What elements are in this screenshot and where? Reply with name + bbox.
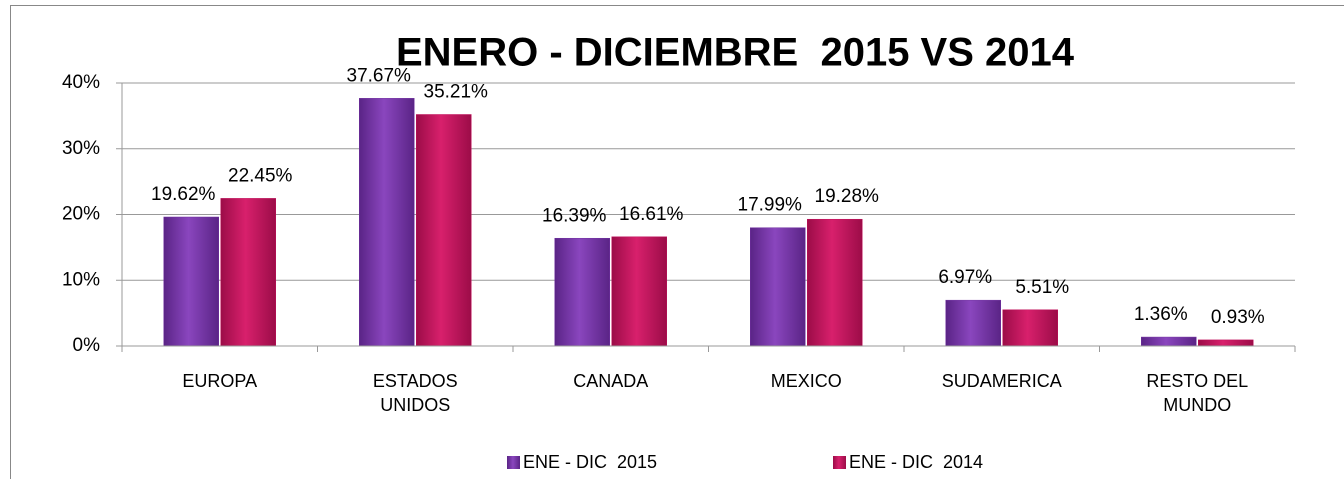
frame: [10, 5, 1344, 479]
bar: [807, 218, 863, 347]
bar: [611, 236, 667, 347]
value-label: 16.39%: [542, 205, 607, 226]
value-label: 5.51%: [1015, 277, 1069, 298]
value-label: 22.45%: [228, 165, 293, 186]
bar: [554, 237, 610, 347]
y-tick-label: 30%: [62, 138, 100, 159]
x-tick-label: SUDAMERICA: [941, 371, 1062, 391]
value-label: 1.36%: [1134, 304, 1188, 325]
bar: [359, 98, 415, 347]
bar: [416, 114, 472, 347]
bar: [945, 299, 1001, 347]
value-label: 0.93%: [1211, 307, 1265, 328]
value-label: 16.61%: [619, 204, 684, 225]
legend-label: ENE - DIC 2015: [523, 452, 657, 472]
bar: [1002, 309, 1058, 347]
value-label: 37.67%: [347, 65, 412, 86]
x-tick-label: ESTADOS UNIDOS: [372, 371, 458, 415]
bar: [163, 216, 219, 347]
y-tick-label: 20%: [62, 204, 100, 225]
x-tick-label: EUROPA: [182, 371, 258, 391]
value-label: 35.21%: [424, 82, 489, 103]
legend-swatch: [833, 456, 846, 469]
value-label: 19.28%: [815, 186, 880, 207]
x-tick-label: CANADA: [573, 371, 649, 391]
value-label: 6.97%: [938, 267, 992, 288]
y-tick-label: 40%: [62, 72, 100, 93]
y-tick-label: 0%: [73, 335, 101, 356]
legend-label: ENE - DIC 2014: [849, 452, 983, 472]
chart-title: ENERO - DICIEMBRE 2015 VS 2014: [396, 31, 1075, 75]
bar: [1198, 339, 1254, 347]
bar: [750, 227, 806, 347]
x-tick-label: MEXICO: [770, 371, 842, 391]
bar: [220, 198, 276, 347]
value-label: 17.99%: [738, 195, 803, 216]
bar: [1141, 336, 1197, 347]
legend-swatch: [507, 456, 520, 469]
value-label: 19.62%: [151, 184, 216, 205]
y-tick-label: 10%: [62, 269, 100, 290]
x-tick-label: RESTO DEL MUNDO: [1146, 371, 1249, 415]
